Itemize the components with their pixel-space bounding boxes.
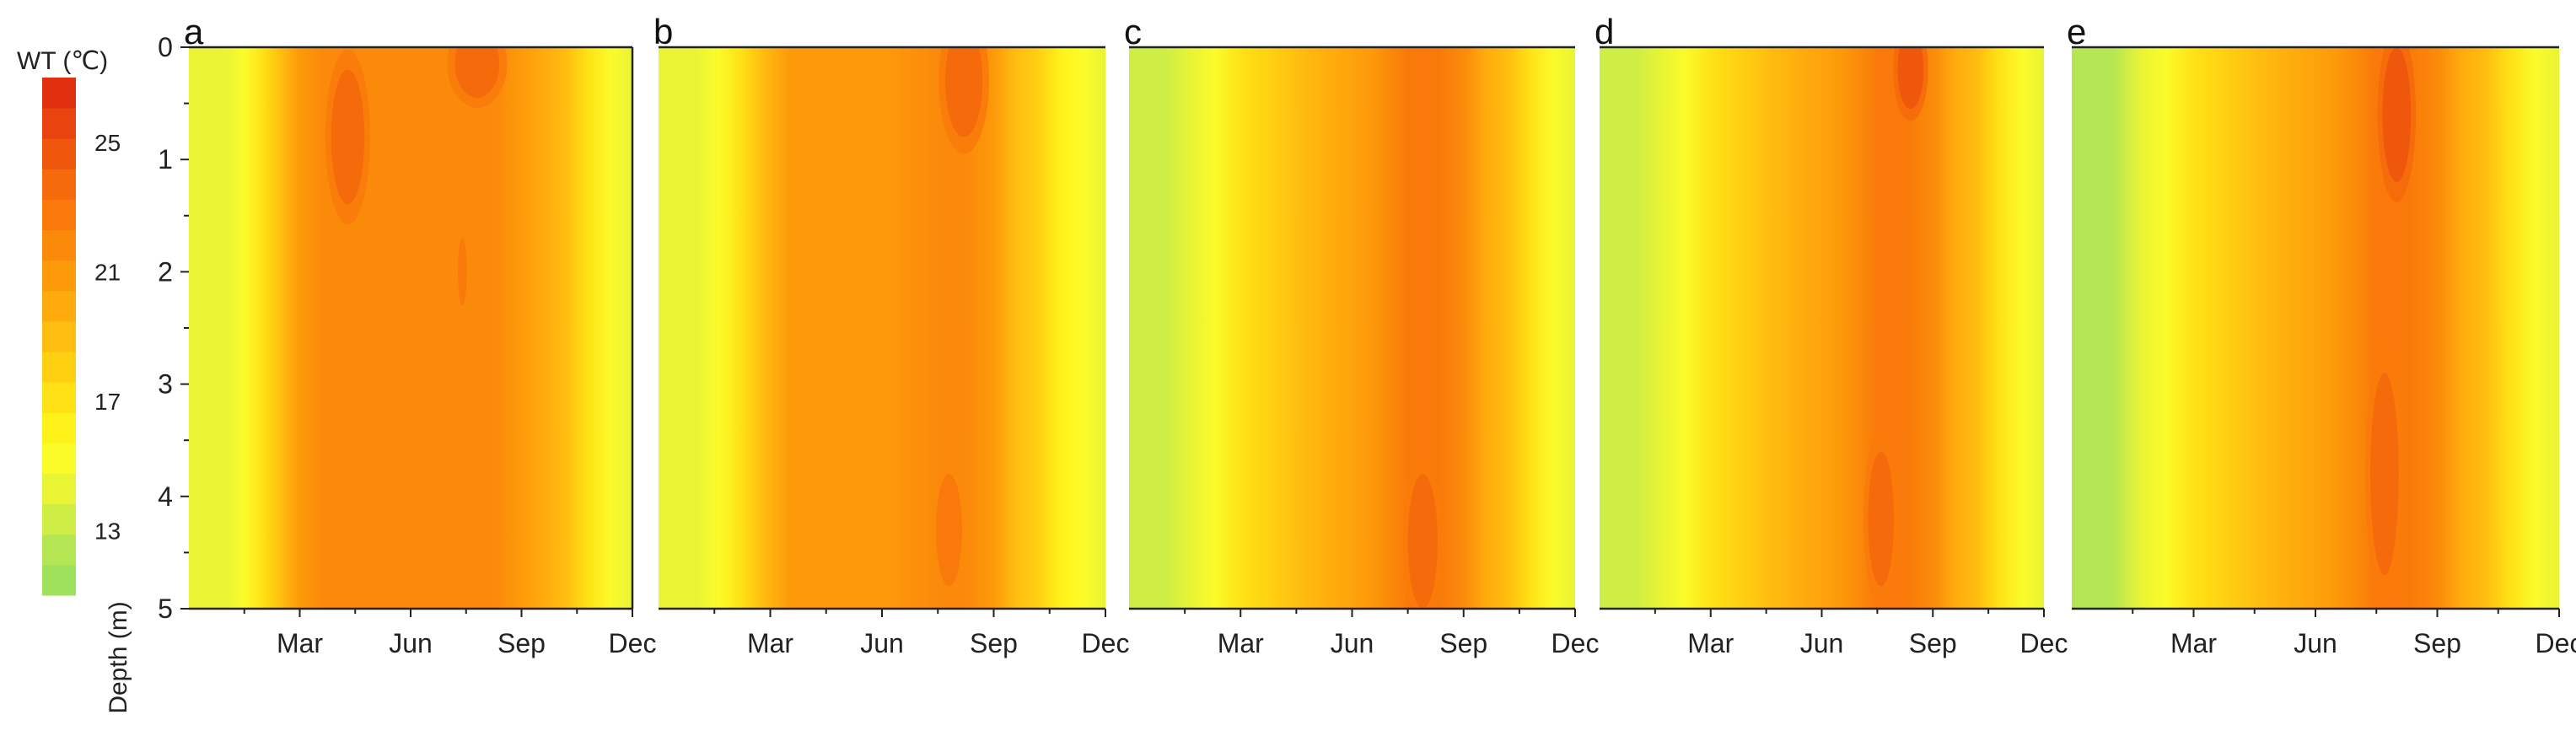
x-tick-label: Sep [970,628,1018,658]
hotspot-core [1897,47,1924,110]
colorbar-level-18 [42,352,76,383]
x-tick-label: Jun [1800,628,1844,658]
colorbar-level-19 [42,320,76,352]
heatmap-hotspots [1863,47,1928,607]
panel-label: d [1595,12,1614,51]
y-axis: Depth (m) 0 1 2 3 4 5 [105,32,189,714]
hotspot-core [454,47,500,98]
y-tick-label: 1 [158,144,173,175]
colorbar-tick-label: 13 [94,518,121,544]
panel-e: Mar Jun Sep Dec e [2067,12,2576,658]
colorbar-tick-label: 21 [94,259,121,285]
x-tick-label: Jun [2294,628,2337,658]
colorbar-level-24 [42,169,76,200]
x-tick-label: Sep [1909,628,1957,658]
hotspot-core [1868,451,1895,587]
colorbar-level-11 [42,564,76,596]
panel-label: b [653,12,673,51]
colorbar-level-13 [42,503,76,535]
x-tick-label: Mar [277,628,323,658]
x-tick-label: Dec [2020,628,2068,658]
x-tick-label: Sep [1439,628,1487,658]
hotspot-core [331,69,365,205]
y-tick-label: 3 [158,369,173,400]
colorbar-level-16 [42,412,76,443]
y-tick-label: 2 [158,256,173,287]
panel-c: Mar Jun Sep Dec c [1124,12,1599,658]
colorbar-level-23 [42,199,76,231]
hotspot-core [936,474,962,587]
x-tick-label: Mar [2170,628,2217,658]
colorbar-level-12 [42,534,76,566]
x-tick-label: Jun [389,628,433,658]
y-tick-label: 0 [158,32,173,62]
x-tick-label: Jun [860,628,904,658]
heatmap-field [1129,47,1575,609]
hotspot-core [2382,47,2412,182]
x-tick-label: Dec [609,628,657,658]
y-axis-ticks: 0 1 2 3 4 5 [158,32,189,624]
y-axis-label: Depth (m) [105,601,132,713]
colorbar-level-17 [42,382,76,413]
y-tick-label: 4 [158,481,173,512]
colorbar-level-15 [42,443,76,475]
heatmap-field [189,47,632,609]
colorbar-gradient [42,78,76,596]
heatmap-field [659,47,1105,609]
panel-label: e [2067,12,2086,51]
hotspot-core [1407,474,1438,609]
heatmap-hotspots [931,47,989,604]
y-tick-label: 5 [158,594,173,624]
colorbar-tick-label: 25 [94,130,121,156]
heatmap-field [1600,47,2044,609]
panel-d: Mar Jun Sep Dec d [1595,12,2068,658]
x-tick-label: Sep [497,628,546,658]
x-tick-label: Jun [1331,628,1374,658]
x-tick-label: Dec [2536,628,2576,658]
colorbar-title: WT (℃) [17,47,108,75]
x-tick-label: Dec [1082,628,1130,658]
heatmap-hotspots [325,47,508,316]
x-tick-label: Dec [1552,628,1600,658]
x-tick-label: Mar [1218,628,1264,658]
colorbar-level-21 [42,260,76,292]
heatmap-hotspots [1402,454,1444,609]
panel-a: Mar Jun Sep Dec a [184,12,656,658]
hotspot-core [2370,373,2399,576]
colorbar-level-22 [42,229,76,261]
colorbar-level-14 [42,473,76,505]
x-tick-label: Mar [1687,628,1734,658]
hotspot-core [945,47,983,137]
colorbar-tick-labels: 25 21 17 13 [94,130,121,544]
colorbar-level-26 [42,108,76,139]
panel-label: a [184,12,204,51]
colorbar: WT (℃) 25 21 17 13 [17,47,121,596]
colorbar-level-25 [42,138,76,169]
colorbar-level-27 [42,78,76,109]
panel-b: Mar Jun Sep Dec b [653,12,1130,658]
colorbar-tick-label: 17 [94,389,121,415]
heatmap-field [2072,47,2559,609]
colorbar-level-20 [42,290,76,322]
panel-label: c [1124,12,1142,51]
hotspot-core [458,238,467,306]
x-tick-label: Sep [2413,628,2461,658]
x-tick-label: Mar [747,628,793,658]
heatmap-hotspots [2365,47,2417,606]
